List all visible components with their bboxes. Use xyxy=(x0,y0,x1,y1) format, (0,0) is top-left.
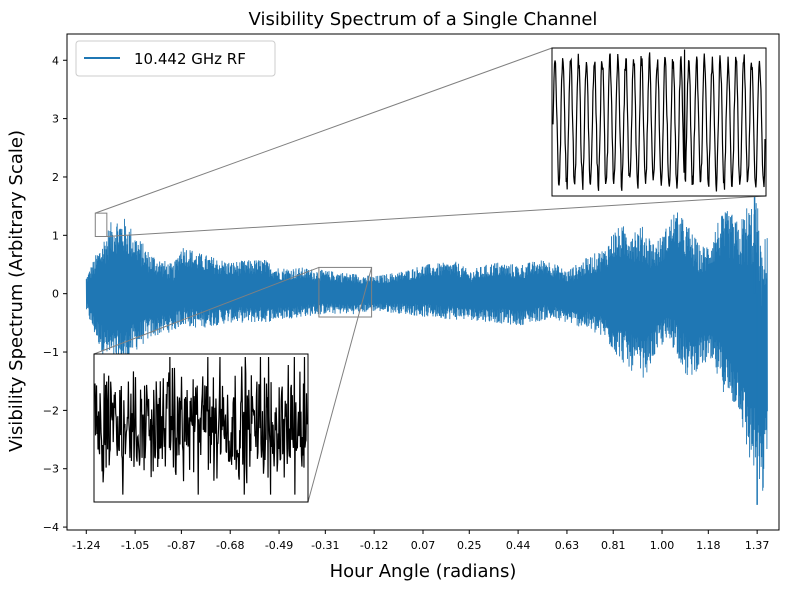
inset-connector-line xyxy=(106,195,767,237)
x-tick-label: 1.37 xyxy=(745,539,770,552)
x-tick-label: 0.63 xyxy=(555,539,580,552)
x-tick-label: -0.49 xyxy=(265,539,293,552)
x-tick-label: 1.00 xyxy=(650,539,675,552)
x-tick-label: 0.44 xyxy=(506,539,531,552)
legend: 10.442 GHz RF xyxy=(75,40,276,77)
y-tick-label: 3 xyxy=(52,113,59,126)
x-tick-label: -0.12 xyxy=(360,539,388,552)
y-tick-label: −1 xyxy=(43,346,59,359)
legend-series-label: 10.442 GHz RF xyxy=(134,50,246,68)
inset-zoom-region xyxy=(318,266,373,318)
x-tick-label: -0.68 xyxy=(216,539,244,552)
x-tick-label: -0.31 xyxy=(311,539,339,552)
x-tick-label: -1.24 xyxy=(72,539,100,552)
series-line-10-442-ghz xyxy=(85,203,768,491)
y-axis: −4 −3 −2 −1 0 1 2 3 4 xyxy=(43,54,67,534)
y-tick-label: −3 xyxy=(43,463,59,476)
x-tick-label: -0.87 xyxy=(167,539,195,552)
x-tick-label: 0.07 xyxy=(411,539,436,552)
x-axis-label: Hour Angle (radians) xyxy=(330,561,517,582)
inset-connector-line xyxy=(93,266,320,355)
inset-connector-line xyxy=(95,47,553,214)
x-tick-label: 0.25 xyxy=(457,539,482,552)
x-tick-label: -1.05 xyxy=(121,539,149,552)
x-axis: -1.24 -1.05 -0.87 -0.68 -0.49 -0.31 -0.12 0.07 0… xyxy=(72,530,769,552)
x-tick-label: 1.18 xyxy=(696,539,721,552)
y-tick-label: 1 xyxy=(52,229,59,242)
y-tick-label: 2 xyxy=(52,171,59,184)
chart-title: Visibility Spectrum of a Single Channel xyxy=(249,9,598,30)
inset-top-right xyxy=(94,47,767,237)
x-tick-label: 0.81 xyxy=(601,539,626,552)
inset-connector-line xyxy=(307,267,373,503)
inset-line xyxy=(94,356,308,495)
y-tick-label: −2 xyxy=(43,404,59,417)
inset-line xyxy=(552,49,766,192)
y-axis-label: Visibility Spectrum (Arbitrary Scale) xyxy=(6,130,27,452)
legend-box xyxy=(75,40,276,77)
y-tick-label: −4 xyxy=(43,521,59,534)
y-tick-label: 4 xyxy=(52,54,59,67)
y-tick-label: 0 xyxy=(52,288,59,301)
plot-area xyxy=(66,33,780,531)
inset-bottom-left xyxy=(93,266,373,503)
inset-zoom-region xyxy=(94,212,108,237)
